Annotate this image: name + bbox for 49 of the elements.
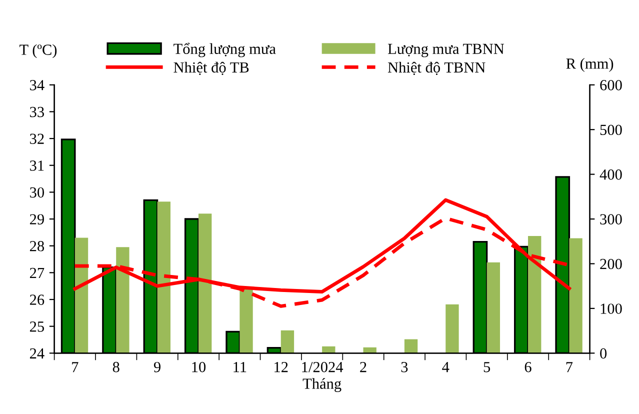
y-tick-label: 33 (30, 106, 44, 118)
y2-tick-label: 400 (600, 169, 622, 180)
legend-label: Lượng mưa TBNN (388, 44, 504, 58)
y-tick-label: 31 (30, 160, 44, 171)
y2-tick-label: 500 (600, 124, 622, 136)
x-tick-label: 2 (360, 362, 366, 372)
y-tick-label: 32 (30, 134, 44, 144)
y2-tick-label: 600 (600, 80, 622, 90)
bar (280, 330, 294, 354)
y-tick-label: 28 (30, 240, 44, 252)
bar (157, 202, 170, 354)
x-tick-label: 3 (401, 362, 408, 372)
bar (446, 304, 459, 354)
x-tick-label: 7 (72, 362, 78, 372)
x-tick-label: 10 (192, 362, 206, 372)
y-axis-title: T (ºC) (20, 44, 57, 58)
y-tick-label: 34 (30, 80, 44, 90)
y-tick-label: 26 (30, 294, 44, 305)
bar (240, 288, 253, 354)
y-tick-label: 29 (30, 214, 44, 224)
y2-tick-label: 300 (600, 214, 622, 224)
x-tick-label: 9 (154, 362, 160, 372)
x-tick-label: 6 (524, 362, 532, 372)
x-tick-label: 5 (484, 362, 490, 372)
x-tick-label: 7 (566, 362, 573, 372)
bar (116, 247, 130, 354)
x-tick-label: 8 (112, 362, 120, 372)
y-tick-label: 27 (30, 268, 44, 278)
bar (198, 214, 212, 354)
x-axis-title: Tháng (302, 378, 342, 392)
y2-tick-label: 100 (600, 304, 622, 314)
y2-tick-label: 200 (600, 258, 622, 270)
x-tick-label: 11 (234, 362, 246, 372)
legend-label: Tổng lượng mưa (174, 42, 276, 58)
bar (528, 236, 542, 354)
legend-label: Nhiệt độ TB (174, 62, 249, 75)
y2-axis-title: R (mm) (566, 58, 614, 72)
y-tick-label: 25 (30, 322, 44, 332)
bar (404, 339, 418, 354)
x-tick-label: 12 (274, 362, 288, 372)
bar (74, 238, 88, 354)
y2-tick-label: 0 (600, 348, 607, 359)
bar (486, 262, 500, 354)
bar (569, 238, 582, 354)
x-tick-label: 4 (442, 362, 450, 372)
legend-label: Nhiệt độ TBNN (388, 62, 486, 75)
y-tick-label: 30 (30, 187, 44, 198)
y-tick-label: 24 (30, 348, 44, 358)
x-tick-label: 1/2024 (302, 362, 344, 372)
